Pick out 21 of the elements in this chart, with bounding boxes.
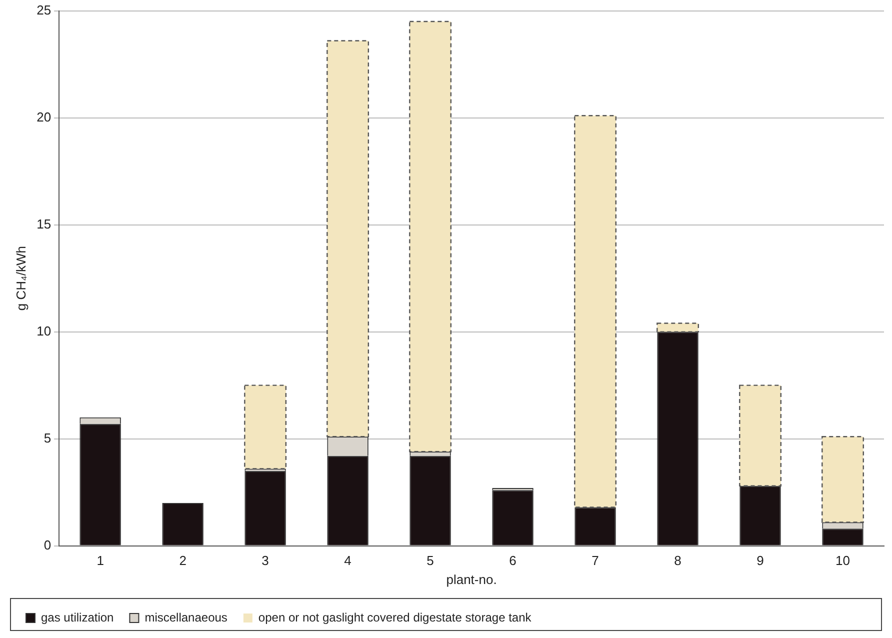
x-tick-label: 10 — [836, 553, 850, 568]
legend-label: miscellanaeous — [144, 610, 228, 624]
y-axis-title: g CH₄/kWh — [13, 246, 28, 311]
x-tick-label: 4 — [344, 553, 352, 568]
x-tick-label: 1 — [96, 553, 104, 568]
y-tick-label: 5 — [44, 430, 52, 446]
legend-label: open or not gaslight covered digestate storage tank — [258, 610, 532, 624]
x-tick-label: 6 — [509, 553, 516, 568]
x-tick-label: 5 — [426, 553, 434, 568]
x-tick-label: 7 — [592, 553, 599, 568]
y-tick-label: 0 — [44, 537, 52, 552]
y-tick-label: 10 — [36, 323, 52, 338]
legend-label: gas utilization — [41, 610, 114, 624]
y-tick-label: 25 — [36, 2, 52, 18]
x-tick-label: 2 — [179, 553, 186, 568]
x-tick-label: 3 — [262, 553, 269, 568]
x-axis-title: plant-no. — [446, 572, 497, 587]
x-tick-label: 9 — [756, 553, 764, 568]
x-tick-label: 8 — [674, 553, 682, 568]
y-tick-label: 15 — [36, 216, 52, 232]
y-tick-label: 20 — [36, 109, 52, 124]
